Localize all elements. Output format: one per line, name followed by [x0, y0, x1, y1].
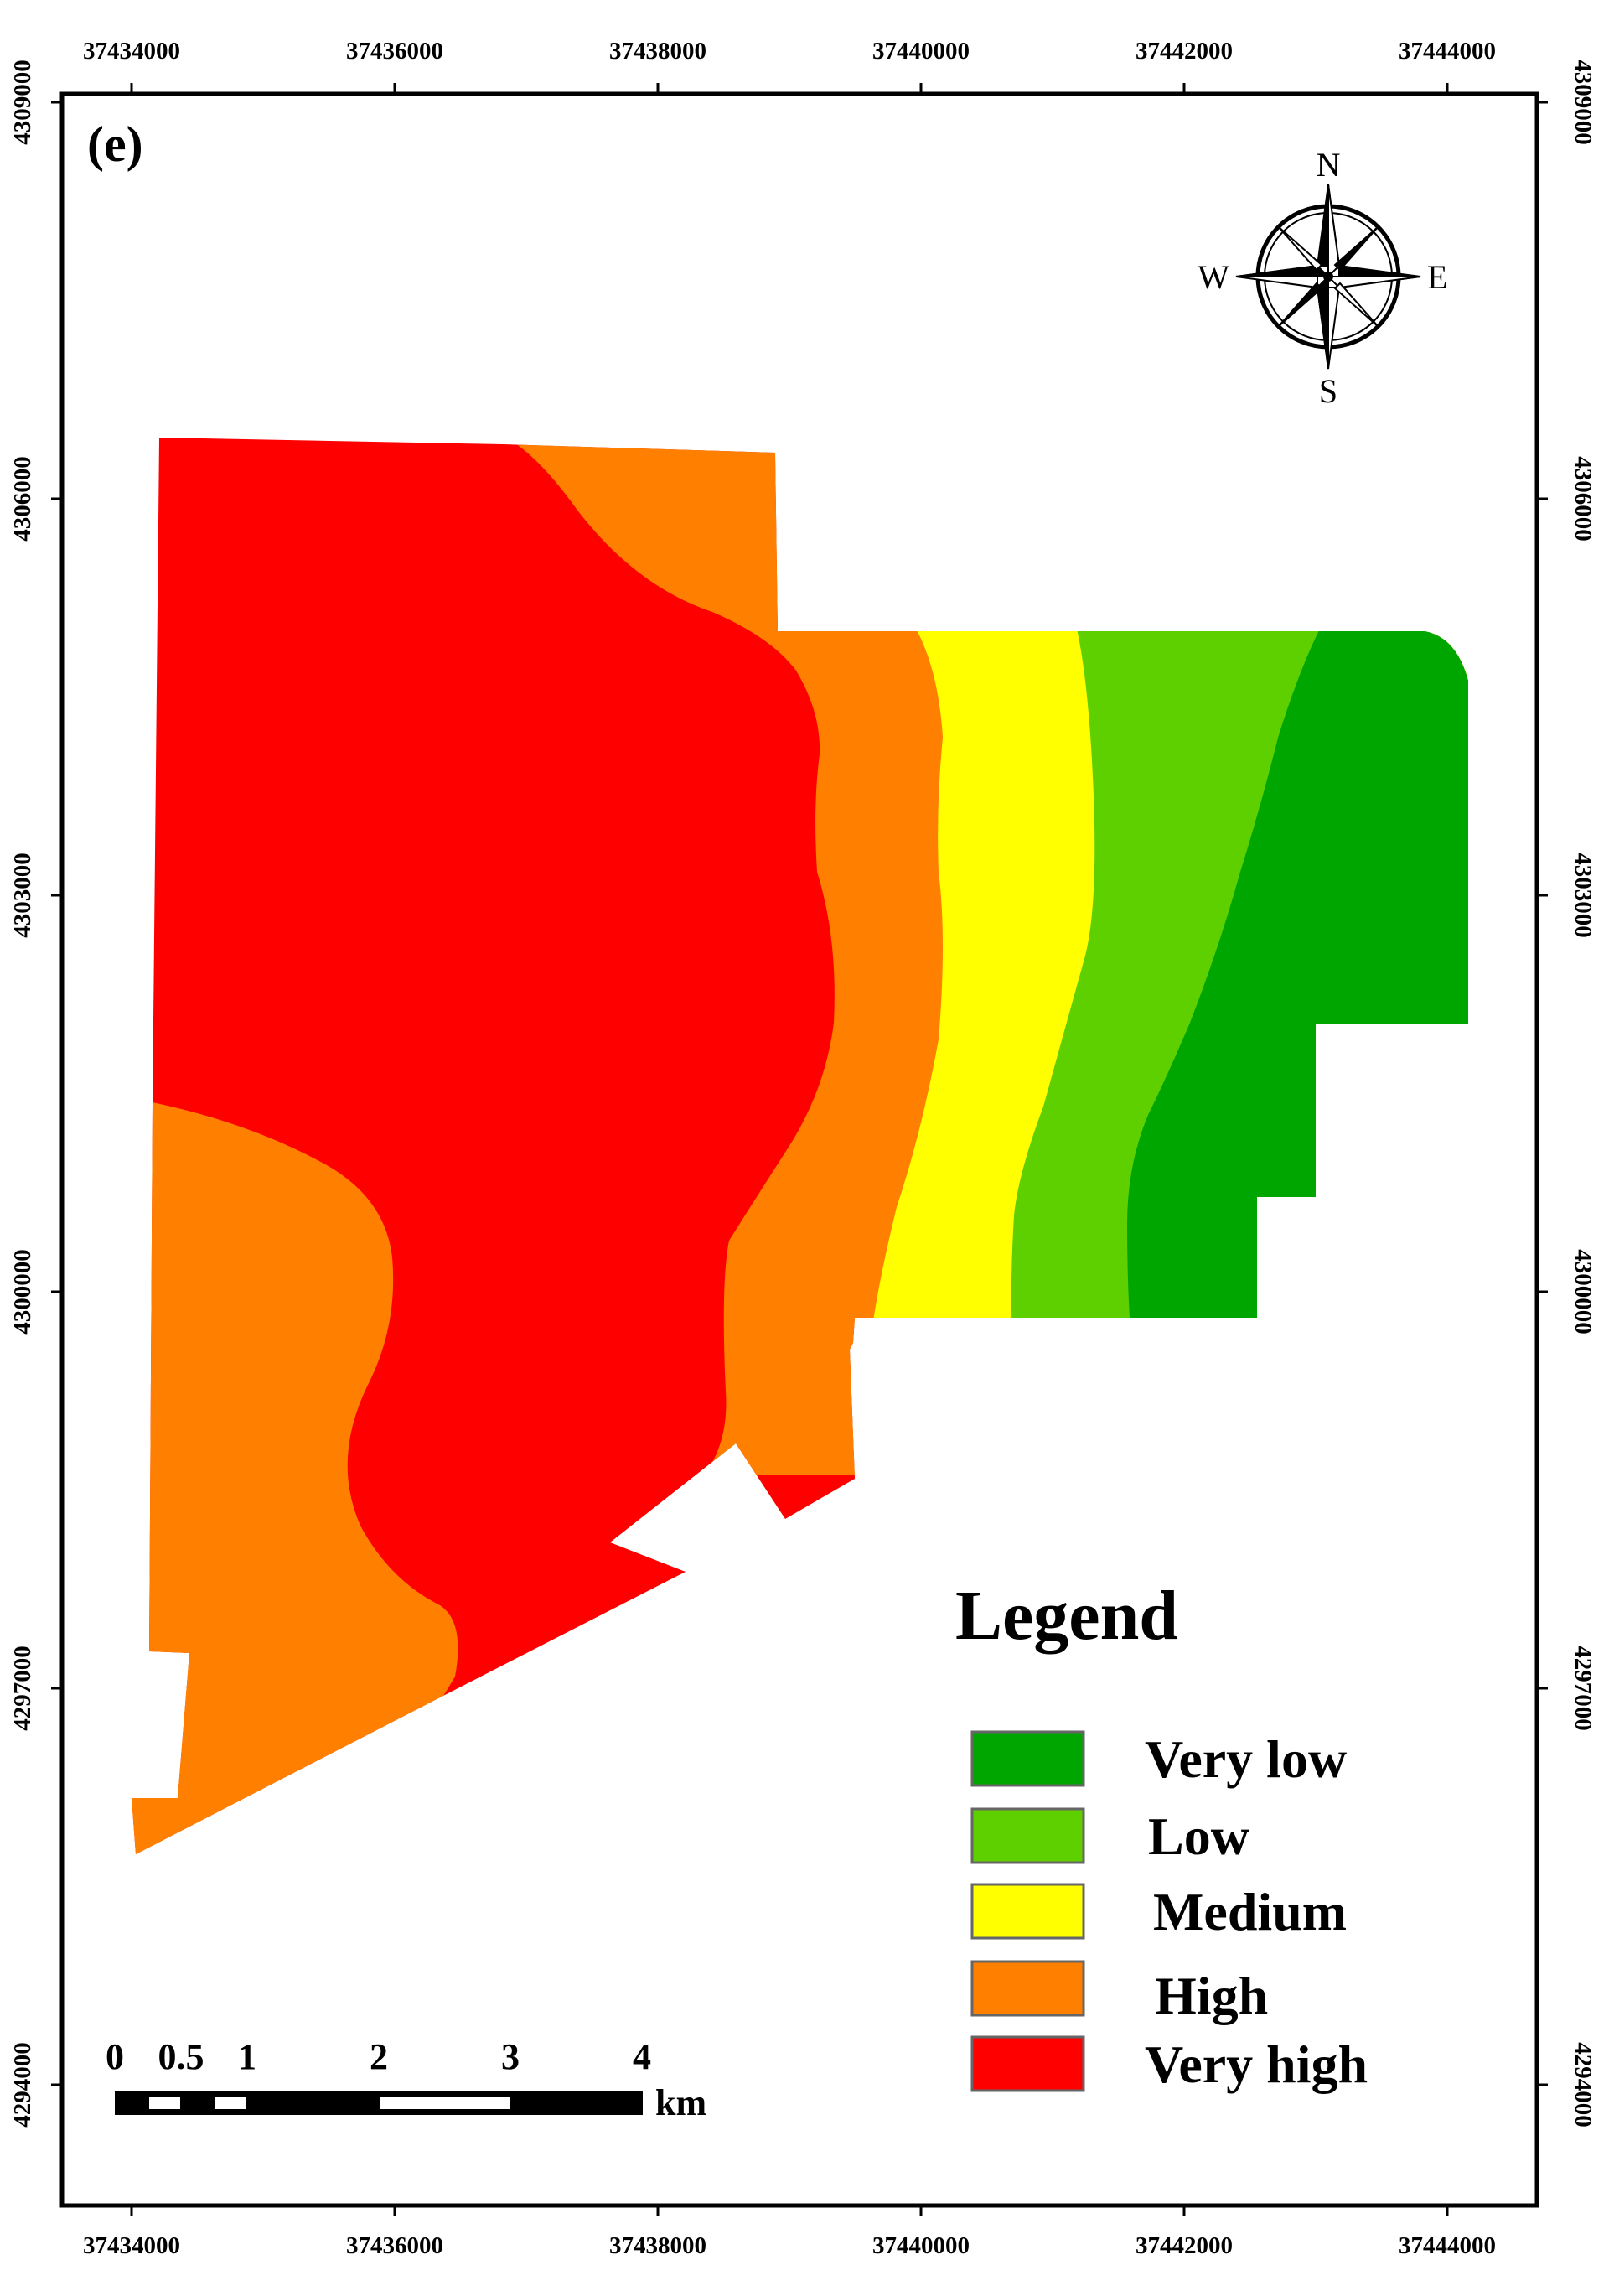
x-tick-label-top: 37434000 [83, 38, 180, 65]
x-tick-label-bottom: 37434000 [83, 2232, 180, 2259]
compass-south-label: S [1319, 372, 1337, 410]
scale-unit: km [655, 2082, 706, 2123]
x-tick-label-top: 37436000 [346, 38, 443, 65]
y-tick-label-left: 4306000 [9, 456, 36, 542]
y-tick-label-left: 4303000 [9, 853, 36, 938]
x-tick-label-bottom: 37444000 [1399, 2232, 1496, 2259]
zone-map [132, 438, 1468, 1854]
x-tick-label-bottom: 37436000 [346, 2232, 443, 2259]
y-tick-label-right: 4306000 [1570, 456, 1596, 542]
legend-swatch-medium [970, 1883, 1085, 1940]
y-tick-label-right: 4297000 [1570, 1646, 1596, 1731]
legend-label-high: High [1155, 1966, 1268, 2025]
map-frame [59, 91, 1539, 2208]
x-tick-label-bottom: 37438000 [609, 2232, 706, 2259]
x-tick-label-top: 37438000 [609, 38, 706, 65]
scale-label-2: 2 [370, 2036, 388, 2077]
y-tick-label-left: 4297000 [9, 1646, 36, 1731]
scale-label-4: 4 [633, 2036, 651, 2077]
legend-swatch-very-high [970, 2035, 1085, 2092]
scale-bar-body [115, 2091, 643, 2115]
y-tick-labels-left: 4309000 4306000 4303000 4300000 4297000 … [9, 60, 36, 2128]
scale-bar-segment [149, 2097, 180, 2109]
compass-north-label: N [1317, 146, 1341, 184]
scale-bar-segment [380, 2097, 510, 2109]
legend-title: Legend [955, 1577, 1178, 1655]
legend-swatch-high [970, 1960, 1085, 2017]
x-tick-label-top: 37442000 [1136, 38, 1233, 65]
scale-label-1: 1 [238, 2036, 256, 2077]
y-tick-label-left: 4309000 [9, 60, 36, 145]
y-tick-label-left: 4294000 [9, 2042, 36, 2128]
scale-label-0: 0 [106, 2036, 124, 2077]
compass-west-label: W [1198, 258, 1229, 296]
x-tick-labels-bottom: 37434000 37436000 37438000 37440000 3744… [83, 2232, 1496, 2259]
y-tick-label-right: 4309000 [1570, 60, 1596, 145]
scale-label-3: 3 [501, 2036, 520, 2077]
legend-label-medium: Medium [1153, 1882, 1347, 1941]
legend-label-very-high: Very high [1145, 2034, 1368, 2094]
tick-marks [51, 83, 1548, 2216]
x-tick-labels-top: 37434000 37436000 37438000 37440000 3744… [83, 38, 1496, 65]
north-arrow: N S E W [1198, 146, 1447, 410]
y-tick-label-left: 4300000 [9, 1249, 36, 1335]
y-tick-label-right: 4303000 [1570, 853, 1596, 938]
scale-bar-segment [215, 2097, 246, 2109]
legend-label-very-low: Very low [1145, 1729, 1347, 1789]
compass-east-label: E [1427, 258, 1447, 296]
x-tick-label-bottom: 37440000 [872, 2232, 970, 2259]
legend-label-low: Low [1148, 1806, 1249, 1866]
x-tick-label-top: 37440000 [872, 38, 970, 65]
x-tick-label-bottom: 37442000 [1136, 2232, 1233, 2259]
scale-label-0-5: 0.5 [158, 2036, 204, 2077]
legend-swatch-very-low [970, 1730, 1085, 1787]
scale-bar: 0 0.5 1 2 3 4 km [106, 2036, 706, 2123]
y-tick-label-right: 4294000 [1570, 2042, 1596, 2128]
x-tick-label-top: 37444000 [1399, 38, 1496, 65]
legend-swatch-low [970, 1807, 1085, 1864]
y-tick-label-right: 4300000 [1570, 1249, 1596, 1335]
legend: Legend Very low Low Medium High Very hig… [955, 1577, 1368, 2094]
panel-label: (e) [87, 117, 143, 172]
y-tick-labels-right: 4309000 4306000 4303000 4300000 4297000 … [1570, 60, 1596, 2128]
